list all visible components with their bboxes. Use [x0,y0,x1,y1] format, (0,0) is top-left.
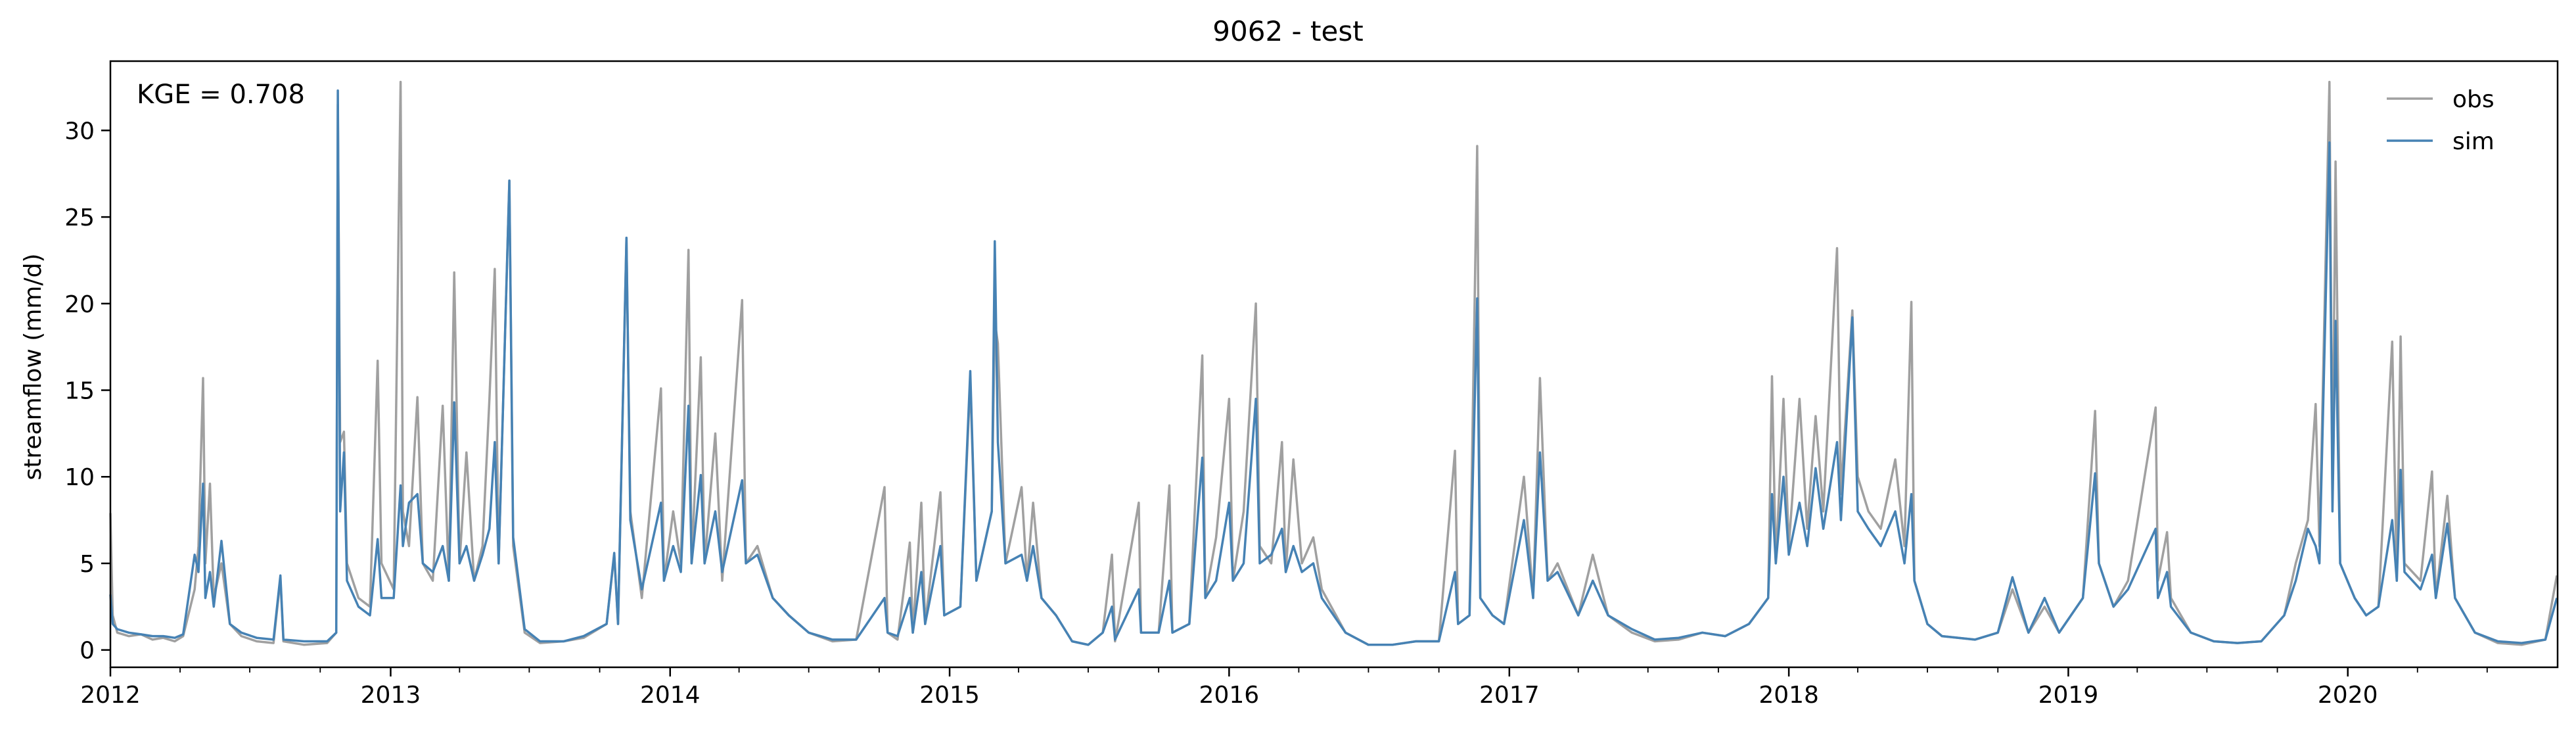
legend: obs sim [2387,86,2495,155]
x-tick-label-2015: 2015 [919,682,980,709]
ticks-layer: 2012 2013 2014 2015 2016 2017 2018 2019 20200510… [64,118,2488,709]
legend-label-obs: obs [2452,86,2495,113]
y-tick-label-15: 15 [64,378,95,405]
x-tick-label-2016: 2016 [1199,682,1260,709]
series-layer [109,80,2558,646]
x-tick-label-2012: 2012 [80,682,141,709]
y-tick-label-10: 10 [64,464,95,491]
y-tick-label-25: 25 [64,204,95,231]
kge-annotation: KGE = 0.708 [137,80,305,110]
x-tick-label-2017: 2017 [1479,682,1540,709]
y-tick-label-5: 5 [80,551,95,578]
plot-frame [109,60,2559,669]
y-axis-title: streamflow (mm/d) [20,254,47,481]
x-tick-label-2018: 2018 [1759,682,1819,709]
legend-label-sim: sim [2452,128,2495,155]
x-tick-label-2013: 2013 [361,682,421,709]
y-tick-label-30: 30 [64,118,95,145]
y-tick-label-20: 20 [64,291,95,318]
series-line-sim [109,89,2558,646]
chart-title: 9062 - test [1212,15,1363,47]
x-tick-label-2014: 2014 [640,682,701,709]
x-tick-label-2019: 2019 [2038,682,2099,709]
plot-area: 2012 2013 2014 2015 2016 2017 2018 2019 20200510… [64,60,2559,709]
y-tick-label-0: 0 [80,638,95,665]
x-tick-label-2020: 2020 [2318,682,2378,709]
